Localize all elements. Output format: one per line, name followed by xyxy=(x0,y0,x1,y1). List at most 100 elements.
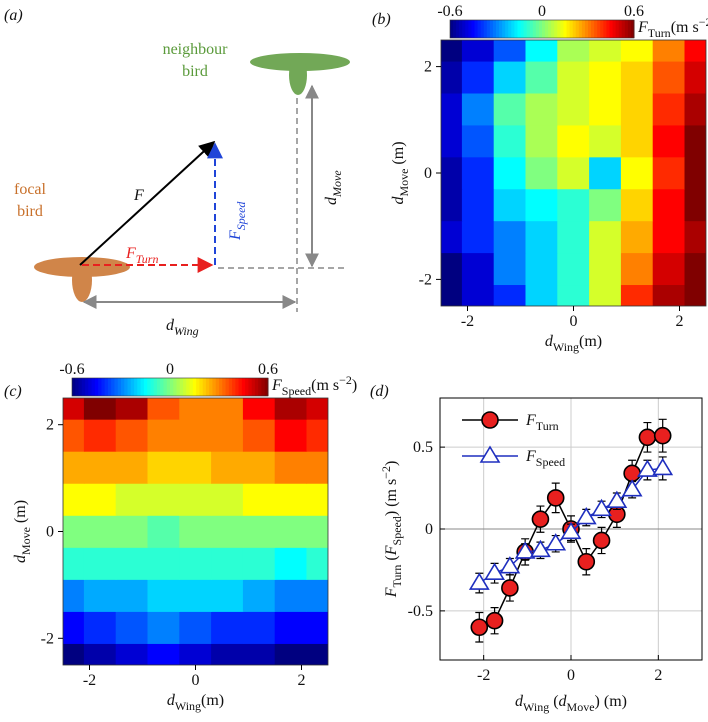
heatmap-cell xyxy=(652,220,686,254)
heatmap-cell xyxy=(147,419,180,452)
label-part: Move xyxy=(397,169,411,197)
heatmap-cell xyxy=(589,92,622,126)
colorbar-swatch xyxy=(75,378,80,396)
colorbar-swatch xyxy=(121,378,125,396)
colorbar-swatch xyxy=(517,20,522,38)
heatmap-cell xyxy=(525,40,558,62)
heatmap-cell xyxy=(493,92,527,126)
colorbar-swatch xyxy=(107,378,112,396)
heatmap-cell xyxy=(83,419,117,452)
y-axis-label: dMove (m) xyxy=(390,141,411,204)
heatmap-cell xyxy=(589,40,622,62)
heatmap-cell xyxy=(652,92,686,126)
heatmap-cell xyxy=(274,483,308,516)
marker xyxy=(470,618,489,637)
colorbar-swatch xyxy=(134,378,138,396)
heatmap-cell xyxy=(147,643,180,665)
colorbar-tick-label: -0.6 xyxy=(59,361,84,378)
heatmap-cell xyxy=(652,60,686,94)
label-part: d xyxy=(390,196,407,205)
heatmap-cell xyxy=(179,547,212,580)
colorbar-tick-label: 0.6 xyxy=(258,361,278,378)
heatmap-cell xyxy=(441,60,463,94)
y-tick-label: 0 xyxy=(46,524,54,541)
heatmap-cell xyxy=(63,579,85,612)
colorbar-swatch xyxy=(170,378,174,396)
colorbar-swatch xyxy=(569,20,574,38)
label-part: ) xyxy=(383,461,400,466)
marker xyxy=(479,445,501,463)
heatmap-cell xyxy=(620,40,654,62)
heatmap-cell xyxy=(147,483,180,516)
heatmap-cell xyxy=(493,40,527,62)
heatmap-cell xyxy=(525,252,558,286)
panel-label: (c) xyxy=(4,383,22,400)
heatmap-cell xyxy=(525,60,558,94)
x-axis-label: dWing(m) xyxy=(167,692,224,713)
colorbar-label: FTurn(m s−2) xyxy=(637,15,708,40)
y-tick-label: 0.5 xyxy=(413,439,433,456)
heatmap-cell xyxy=(652,124,686,158)
colorbar-swatch xyxy=(597,20,601,38)
heatmap-cell xyxy=(525,124,558,158)
heatmap-cell xyxy=(441,124,463,158)
colorbar-swatch xyxy=(163,378,168,396)
neighbour-label: neighbour xyxy=(163,41,229,58)
x-axis-label: dWing(m) xyxy=(545,333,602,354)
colorbar-swatch xyxy=(591,20,595,38)
colorbar-swatch xyxy=(176,378,181,396)
heatmap-cell xyxy=(83,515,117,548)
marker xyxy=(485,611,504,630)
heatmap-cell xyxy=(179,579,212,612)
heatmap-cell xyxy=(461,252,495,286)
label-part: −2 xyxy=(339,373,352,387)
colorbar-swatch xyxy=(615,20,620,38)
heatmap-cell xyxy=(306,643,328,665)
colorbar-swatch xyxy=(554,20,558,38)
x-tick-label: 2 xyxy=(654,667,662,684)
heatmap-cell xyxy=(557,284,590,306)
colorbar-swatch xyxy=(505,20,509,38)
colorbar-swatch xyxy=(117,378,122,396)
heatmap-cell xyxy=(652,40,686,62)
colorbar-swatch xyxy=(225,378,230,396)
heatmap-cell xyxy=(242,547,276,580)
heatmap-cell xyxy=(652,252,686,286)
colorbar-swatch xyxy=(609,20,614,38)
heatmap-cell xyxy=(525,92,558,126)
label-part: (m) xyxy=(579,333,602,350)
colorbar-swatch xyxy=(486,20,491,38)
y-axis-label: dMove (m) xyxy=(12,500,33,563)
colorbar-swatch xyxy=(209,378,213,396)
heatmap-cell xyxy=(525,284,558,306)
marker xyxy=(653,426,672,445)
colorbar-swatch xyxy=(258,378,262,396)
heatmap-cell xyxy=(684,252,706,286)
y-tick-label: 2 xyxy=(46,417,54,434)
diagram-panel: (a) neighbour bird focal bird F FTurn FS… xyxy=(4,7,350,338)
colorbar-swatch xyxy=(245,378,249,396)
colorbar-swatch xyxy=(453,20,457,38)
colorbar-swatch xyxy=(618,20,623,38)
colorbar-swatch xyxy=(450,20,454,38)
colorbar-swatch xyxy=(523,20,528,38)
heatmap-cell xyxy=(63,451,85,484)
heatmap-cell xyxy=(441,40,463,62)
heatmap-cell xyxy=(274,398,308,420)
heatmap-cell xyxy=(242,419,276,452)
heatmap-cell xyxy=(242,579,276,612)
colorbar-tick-label: 0.6 xyxy=(624,3,644,20)
heatmap-cell xyxy=(242,398,276,420)
heatmap-cell xyxy=(441,284,463,306)
heatmap-cell xyxy=(63,547,85,580)
marker xyxy=(591,498,612,517)
marker xyxy=(481,411,499,429)
marker xyxy=(575,506,597,525)
colorbar-frame xyxy=(71,377,269,397)
colorbar-swatch xyxy=(603,20,607,38)
heatmap-cell xyxy=(525,188,558,222)
colorbar-swatch xyxy=(480,20,485,38)
label-part: (m s xyxy=(671,19,699,36)
colorbar-swatch xyxy=(560,20,564,38)
heatmap-cell xyxy=(147,451,180,484)
